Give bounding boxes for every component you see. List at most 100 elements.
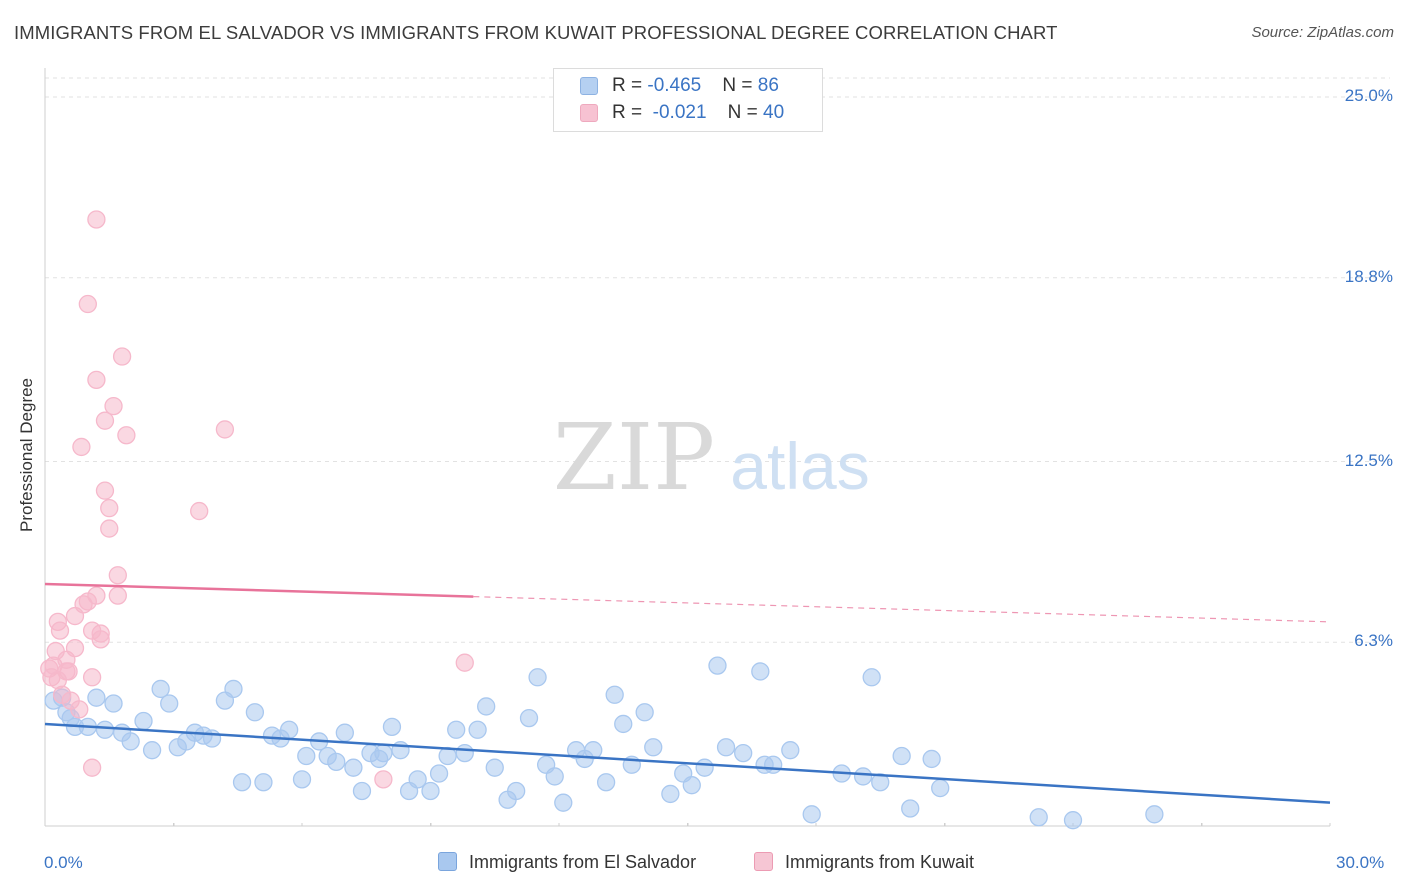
legend-swatch-el-salvador: [580, 77, 598, 95]
data-point: [408, 770, 427, 789]
data-point: [682, 776, 701, 795]
data-point: [48, 671, 67, 690]
data-point: [91, 630, 110, 649]
trend-line: [44, 582, 474, 598]
data-point: [862, 668, 881, 687]
data-point: [1145, 805, 1164, 824]
data-point: [853, 767, 873, 786]
data-point: [635, 703, 654, 722]
trend-line: [44, 722, 1331, 804]
data-point: [519, 708, 539, 728]
legend-n-value: 40: [763, 102, 785, 123]
data-point: [352, 781, 372, 801]
data-point: [279, 720, 299, 739]
data-point: [232, 773, 252, 792]
y-tick-label: 12.5%: [1344, 450, 1393, 470]
data-point: [95, 411, 115, 430]
data-point: [160, 694, 179, 713]
data-point: [764, 755, 783, 774]
data-point: [215, 420, 235, 439]
data-point: [87, 370, 106, 390]
data-point: [374, 770, 393, 789]
data-point: [1063, 811, 1083, 830]
data-point: [468, 720, 487, 739]
y-tick-label: 18.8%: [1344, 266, 1393, 286]
grid-lines: [45, 77, 1390, 643]
x-tick-label-min: 0.0%: [44, 853, 83, 872]
legend-r-value: -0.021: [652, 102, 707, 123]
data-point: [72, 437, 91, 457]
data-point: [344, 758, 363, 777]
data-point: [95, 481, 115, 500]
series-el-salvador-points: [44, 656, 1164, 830]
legend-r-value: -0.465: [647, 75, 702, 96]
data-point: [95, 720, 115, 739]
bottom-legend-label: Immigrants from Kuwait: [785, 852, 975, 872]
data-point: [142, 741, 162, 760]
data-point: [871, 773, 890, 792]
data-point: [716, 738, 736, 757]
data-point: [734, 743, 753, 763]
data-point: [802, 805, 821, 824]
data-point: [70, 700, 89, 719]
data-point: [605, 685, 624, 704]
data-point: [297, 746, 316, 766]
data-point: [117, 426, 136, 445]
data-point: [50, 621, 70, 640]
data-point: [245, 703, 265, 722]
data-point: [614, 714, 633, 734]
data-point: [121, 732, 140, 751]
data-point: [292, 770, 312, 789]
data-point: [254, 773, 273, 792]
data-point: [447, 720, 466, 739]
correlation-legend: R = -0.465 N = 86 R = -0.021 N = 40: [553, 68, 823, 132]
bottom-legend-el-salvador: Immigrants from El Salvador: [438, 852, 696, 873]
data-point: [507, 781, 526, 801]
bottom-legend-kuwait: Immigrants from Kuwait: [754, 852, 974, 873]
watermark-zip: ZIP: [553, 404, 715, 511]
watermark-atlas: atlas: [730, 429, 869, 503]
data-point: [922, 749, 941, 769]
source-label: Source: ZipAtlas.com: [1251, 24, 1394, 41]
trend-line-dashed: [473, 596, 1331, 623]
data-point: [661, 784, 680, 804]
data-point: [327, 752, 346, 771]
data-point: [87, 210, 106, 229]
data-point: [596, 773, 616, 792]
series-kuwait-points: [40, 210, 474, 789]
data-point: [695, 758, 714, 777]
data-point: [528, 668, 547, 687]
data-point: [429, 764, 449, 783]
bottom-legend-label: Immigrants from El Salvador: [469, 852, 697, 872]
data-point: [455, 743, 474, 763]
data-point: [104, 694, 123, 713]
data-point: [65, 638, 85, 658]
legend-n-value: 86: [757, 75, 779, 96]
x-tick-label-max: 30.0%: [1336, 853, 1385, 872]
data-point: [421, 781, 440, 801]
data-point: [455, 653, 474, 672]
data-point: [751, 662, 770, 681]
data-point: [108, 566, 127, 585]
data-point: [82, 758, 102, 777]
data-point: [708, 656, 727, 675]
legend-r-label: R =: [612, 102, 648, 123]
legend-swatch-kuwait: [580, 104, 598, 122]
data-point: [100, 519, 119, 538]
data-point: [108, 586, 127, 605]
y-tick-label: 25.0%: [1344, 86, 1393, 105]
data-point: [374, 743, 393, 763]
data-point: [112, 347, 132, 366]
y-tick-label: 6.3%: [1354, 631, 1393, 651]
data-point: [892, 746, 911, 766]
data-point: [485, 758, 504, 777]
data-point: [190, 501, 209, 521]
data-point: [151, 679, 170, 699]
data-point: [554, 793, 573, 812]
data-point: [78, 294, 97, 314]
bottom-legend-swatch-kuwait: [754, 852, 773, 871]
data-point: [1029, 808, 1048, 827]
data-point: [104, 396, 123, 416]
data-point: [644, 738, 663, 757]
